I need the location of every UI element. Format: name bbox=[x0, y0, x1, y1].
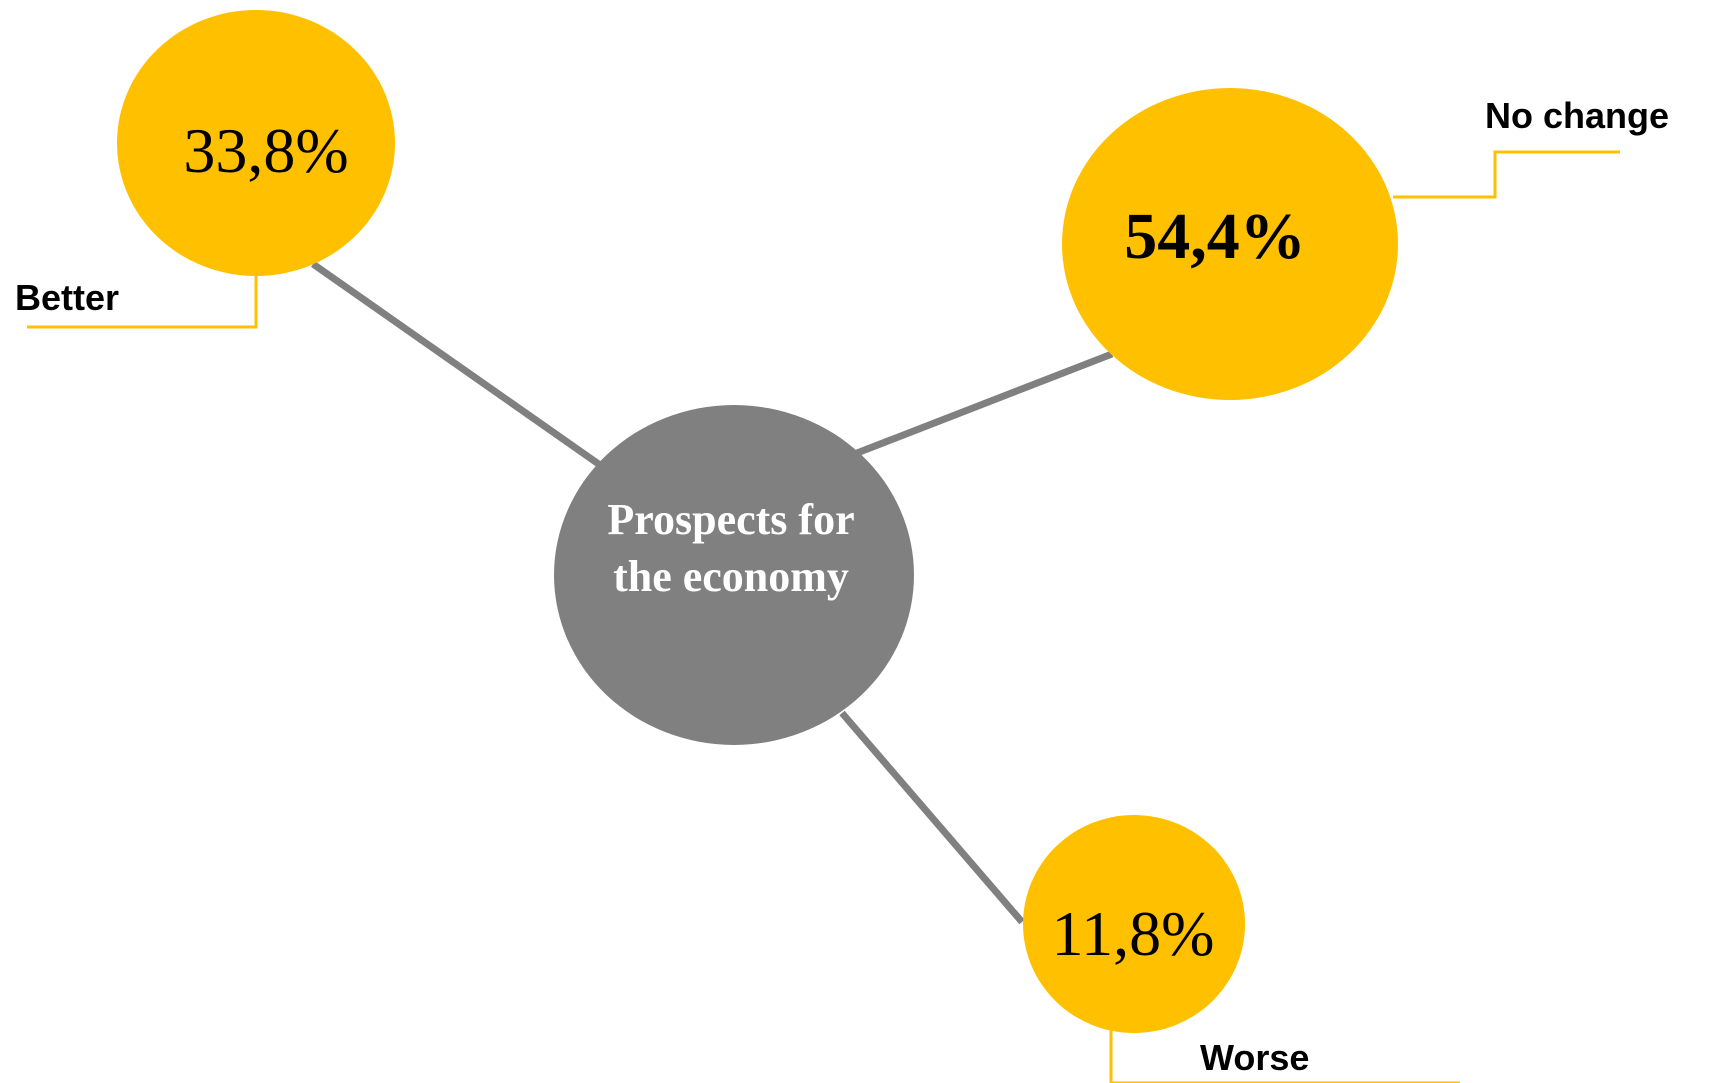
value-worse: 11,8% bbox=[1052, 898, 1215, 969]
label-better: Better bbox=[15, 277, 119, 318]
bubble-no-change bbox=[1062, 88, 1398, 400]
value-better: 33,8% bbox=[183, 115, 348, 186]
label-no-change: No change bbox=[1485, 95, 1669, 136]
leader-line-no-change bbox=[1393, 150, 1620, 199]
connector-better bbox=[310, 261, 603, 468]
center-node bbox=[554, 405, 914, 745]
connector-worse bbox=[839, 710, 1025, 925]
center-title-line1: Prospects for bbox=[607, 495, 854, 544]
center-title-line2: the economy bbox=[613, 552, 849, 601]
leader-line-worse bbox=[1109, 1030, 1460, 1083]
connector-no-change bbox=[855, 350, 1114, 457]
label-worse: Worse bbox=[1200, 1037, 1309, 1078]
leader-line-better bbox=[27, 272, 258, 329]
value-no-change: 54,4% bbox=[1124, 200, 1306, 273]
bubble-worse bbox=[1023, 815, 1245, 1033]
bubble-better bbox=[117, 10, 395, 276]
